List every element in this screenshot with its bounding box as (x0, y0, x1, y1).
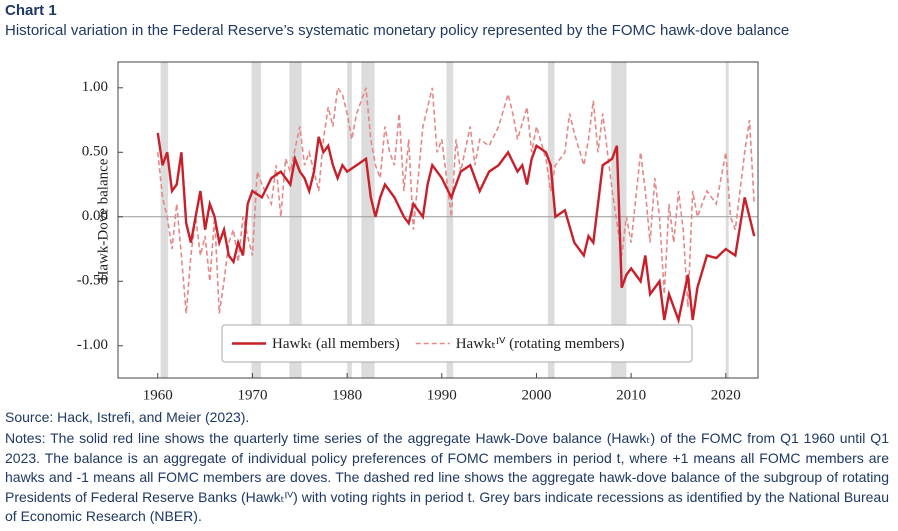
y-tick-label: -0.50 (77, 273, 108, 289)
recession-bar (446, 62, 454, 378)
x-tick-label: 2010 (616, 387, 646, 400)
recession-bar (289, 62, 302, 378)
x-tick-label: 2020 (711, 387, 741, 400)
recession-bar (347, 62, 352, 378)
recession-bar (725, 62, 729, 378)
source: Source: Hack, Istrefi, and Meier (2023). (5, 409, 250, 425)
series-line (157, 85, 755, 314)
y-tick-label: -1.00 (77, 337, 108, 353)
x-tick-label: 1980 (332, 387, 362, 400)
chart: -1.00 -0.50 0.00 0.50 1.00 1960 1970 1980 1990 20… (77, 61, 759, 400)
x-tick-label: 2000 (521, 387, 551, 400)
chart-title: Historical variation in the Federal Rese… (5, 22, 790, 39)
legend-box (221, 324, 693, 363)
plot-frame (117, 61, 759, 379)
recession-bar (160, 62, 169, 378)
heading: Chart 1 (5, 2, 57, 19)
x-tick-label: 1970 (237, 387, 267, 400)
x-tick-label: 1990 (427, 387, 457, 400)
series-line (156, 132, 756, 325)
legend-label: Hawkₜ (all members) (272, 336, 400, 352)
y-tick-label: 0.50 (82, 144, 108, 160)
y-tick-label: 1.00 (82, 79, 108, 95)
y-tick-label: 0.00 (82, 208, 108, 224)
recession-bar (251, 62, 261, 378)
legend-label: Hawkₜᴵⱽ (rotating members) (456, 336, 625, 352)
notes: Notes: The solid red line shows the quar… (5, 430, 889, 524)
y-axis-label: Hawk-Dove balance (95, 158, 111, 281)
x-tick-label: 1960 (143, 387, 173, 400)
recession-bar (547, 62, 555, 378)
